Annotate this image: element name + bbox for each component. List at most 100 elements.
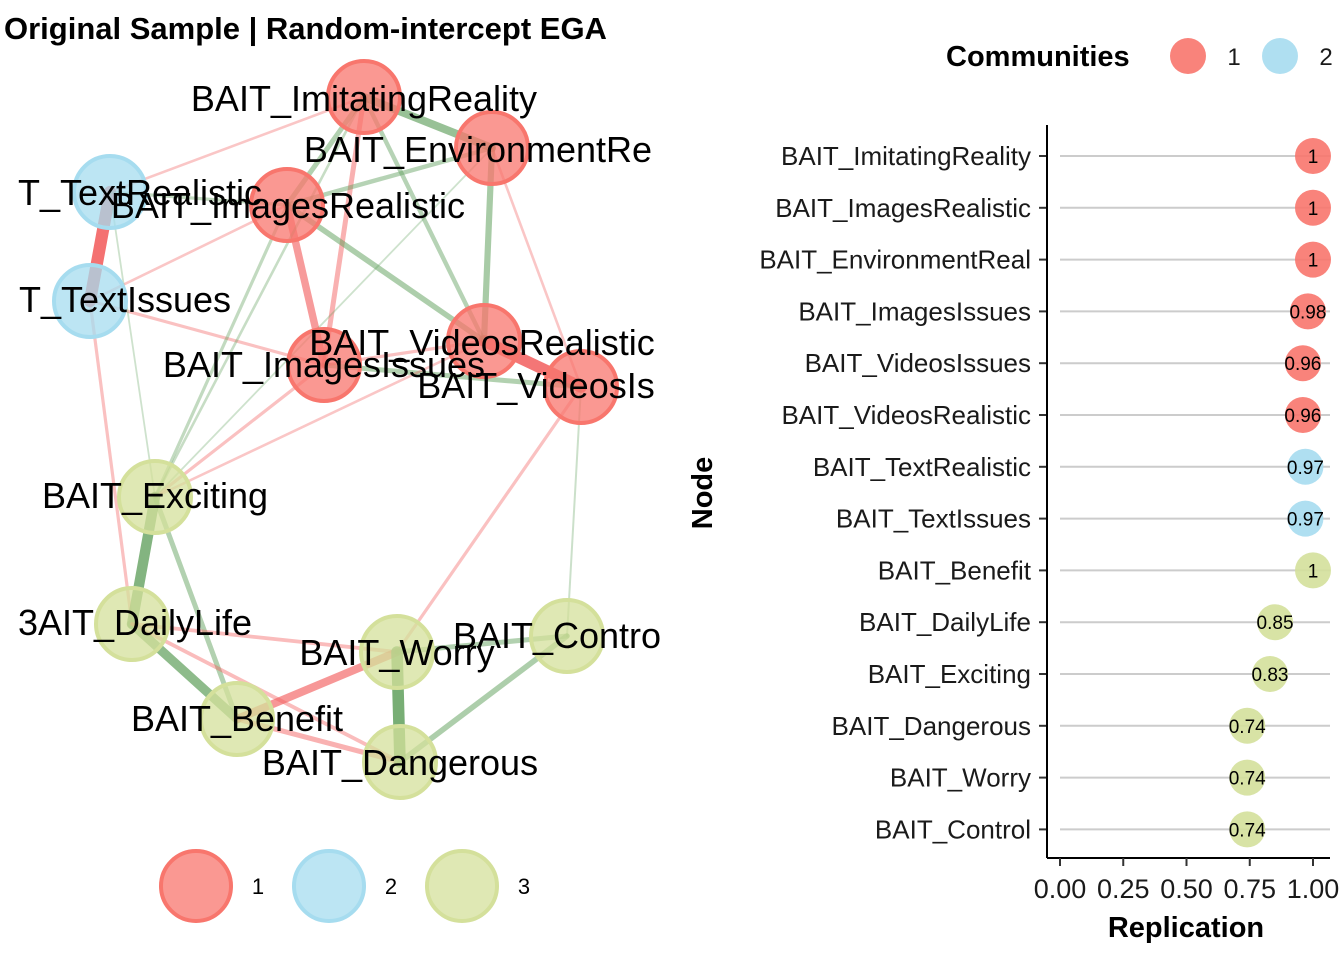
y-tick-label-bait-textissues: BAIT_TextIssues [836,504,1031,534]
value-label-bait-videosrealistic: 0.96 [1284,406,1321,427]
communities-legend-label-1: 1 [1227,44,1240,71]
communities-legend-key-1 [1170,38,1206,74]
dot-bait-worry [1229,759,1266,796]
node-bait-dailylife [94,586,170,662]
node-bait-worry [359,614,435,690]
value-label-bait-videosissues: 0.96 [1284,354,1321,375]
dot-bait-textrealistic [1287,448,1324,485]
network-title: Original Sample | Random-intercept EGA [4,11,607,46]
x-tick-label-0: 0.00 [1034,874,1087,904]
dot-bait-dangerous [1229,707,1266,744]
edge-bait-textissues-bait-dailylife [88,299,134,626]
edge-bait-imitatingreality-bait-videosrealistic [361,94,487,344]
node-label-bait-dangerous: BAIT_Dangerous [262,742,538,783]
y-tick-label-bait-videosissues: BAIT_VideosIssues [805,348,1031,378]
network-legend: 1 2 3 [159,849,530,923]
edge-bait-dailylife-bait-worry [130,622,399,654]
value-label-bait-imitatingreality: 1 [1308,147,1319,168]
node-bait-environmentreal [454,110,530,186]
y-tick-label-bait-imagesissues: BAIT_ImagesIssues [798,296,1031,326]
value-label-bait-textrealistic: 0.97 [1287,458,1324,479]
dot-bait-videosissues [1284,345,1321,382]
replication-rows: BAIT_ImitatingReality 1 BAIT_ImagesRealist… [759,138,1331,848]
value-label-bait-benefit: 1 [1308,561,1319,582]
node-bait-dangerous [362,724,438,800]
communities-legend-title: Communities [946,41,1130,73]
dot-bait-benefit [1295,552,1331,589]
legend-key-community-1 [159,849,233,923]
edge-bait-textissues-bait-imagesissues [88,299,326,367]
node-bait-benefit [199,681,275,757]
edge-bait-exciting-bait-benefit [152,494,240,722]
dot-bait-textissues [1287,500,1324,537]
edge-bait-environmentreal-bait-exciting [154,147,493,498]
y-axis-title: Node [687,457,719,530]
legend-label-community-2: 2 [385,874,397,899]
y-tick-label-bait-control: BAIT_Control [875,814,1031,844]
node-label-bait-textrealistic: T_TextRealistic [18,172,262,213]
legend-label-community-1: 1 [252,874,264,899]
node-bait-videosrealistic [446,303,522,379]
dot-bait-dailylife [1257,604,1294,641]
node-bait-videosissues [543,349,619,425]
node-label-bait-imagesissues: BAIT_ImagesIssues [163,344,485,385]
node-bait-imagesrealistic [249,167,325,243]
edge-bait-dailylife-bait-dangerous [130,622,402,764]
edge-bait-imitatingreality-bait-imagesissues [321,94,367,368]
edge-bait-textrealistic-bait-exciting [109,191,156,498]
edge-bait-exciting-bait-imitatingreality [153,95,366,499]
edge-bait-videosissues-bait-worry [395,385,583,654]
value-label-bait-environmentreal: 1 [1308,251,1319,272]
network-labels: BAIT_ImitatingReality BAIT_EnvironmentRe B… [18,78,660,783]
node-label-bait-videosissues: BAIT_VideosIs [417,365,654,406]
replication-axes: 0.00 0.25 0.50 0.75 1.00 [1034,125,1340,904]
x-tick-label-3: 0.75 [1223,874,1276,904]
x-tick-label-4: 1.00 [1287,874,1340,904]
y-tick-label-bait-textrealistic: BAIT_TextRealistic [813,452,1031,482]
value-label-bait-worry: 0.74 [1229,769,1266,790]
network-plot: Original Sample | Random-intercept EGA B… [4,11,660,923]
edge-bait-videosrealistic-bait-exciting [153,339,486,499]
dot-bait-control [1229,811,1266,848]
node-bait-control [529,598,605,674]
node-label-bait-dailylife: 3AIT_DailyLife [18,602,252,643]
communities-legend-label-2: 2 [1319,44,1332,71]
edge-bait-imagesrealistic-bait-videosrealistic [284,202,487,344]
value-label-bait-exciting: 0.83 [1251,665,1288,686]
node-label-bait-videosrealistic: BAIT_VideosRealistic [309,322,655,363]
x-axis-title: Replication [1108,912,1264,944]
node-bait-exciting [117,459,193,535]
value-label-bait-dangerous: 0.74 [1229,717,1266,738]
node-label-bait-environmentreal: BAIT_EnvironmentRe [304,129,652,170]
y-tick-label-bait-imitatingreality: BAIT_ImitatingReality [781,141,1031,171]
network-nodes [52,59,619,800]
dot-bait-exciting [1251,656,1288,692]
node-bait-textrealistic [72,154,148,230]
y-tick-label-bait-imagesrealistic: BAIT_ImagesRealistic [775,193,1031,223]
dot-bait-imitatingreality [1295,138,1331,174]
y-tick-label-bait-benefit: BAIT_Benefit [878,555,1032,585]
node-bait-textissues [52,263,128,339]
dot-bait-videosrealistic [1284,397,1321,433]
node-label-bait-worry: BAIT_Worry [299,632,494,673]
dot-bait-environmentreal [1295,241,1331,278]
y-tick-label-bait-exciting: BAIT_Exciting [868,659,1031,689]
node-label-bait-benefit: BAIT_Benefit [131,698,343,739]
value-label-bait-textissues: 0.97 [1287,510,1324,531]
node-bait-imagesissues [286,327,362,403]
edge-bait-videosissues-bait-control [566,386,582,637]
y-tick-label-bait-videosrealistic: BAIT_VideosRealistic [781,400,1031,430]
legend-key-community-2 [292,849,366,923]
y-tick-label-bait-worry: BAIT_Worry [890,763,1031,793]
value-label-bait-control: 0.74 [1229,820,1266,841]
node-label-bait-imagesrealistic: BAIT_ImagesRealistic [111,185,465,226]
communities-legend: Communities 1 2 [946,38,1333,74]
edge-bait-imagesissues-bait-videosissues [321,362,584,390]
dot-bait-imagesrealistic [1295,189,1331,226]
value-label-bait-dailylife: 0.85 [1257,613,1294,634]
node-label-bait-imitatingreality: BAIT_ImitatingReality [191,78,537,119]
edge-bait-textrealistic-bait-imitatingreality [108,95,366,194]
value-label-bait-imagesrealistic: 1 [1308,199,1319,220]
